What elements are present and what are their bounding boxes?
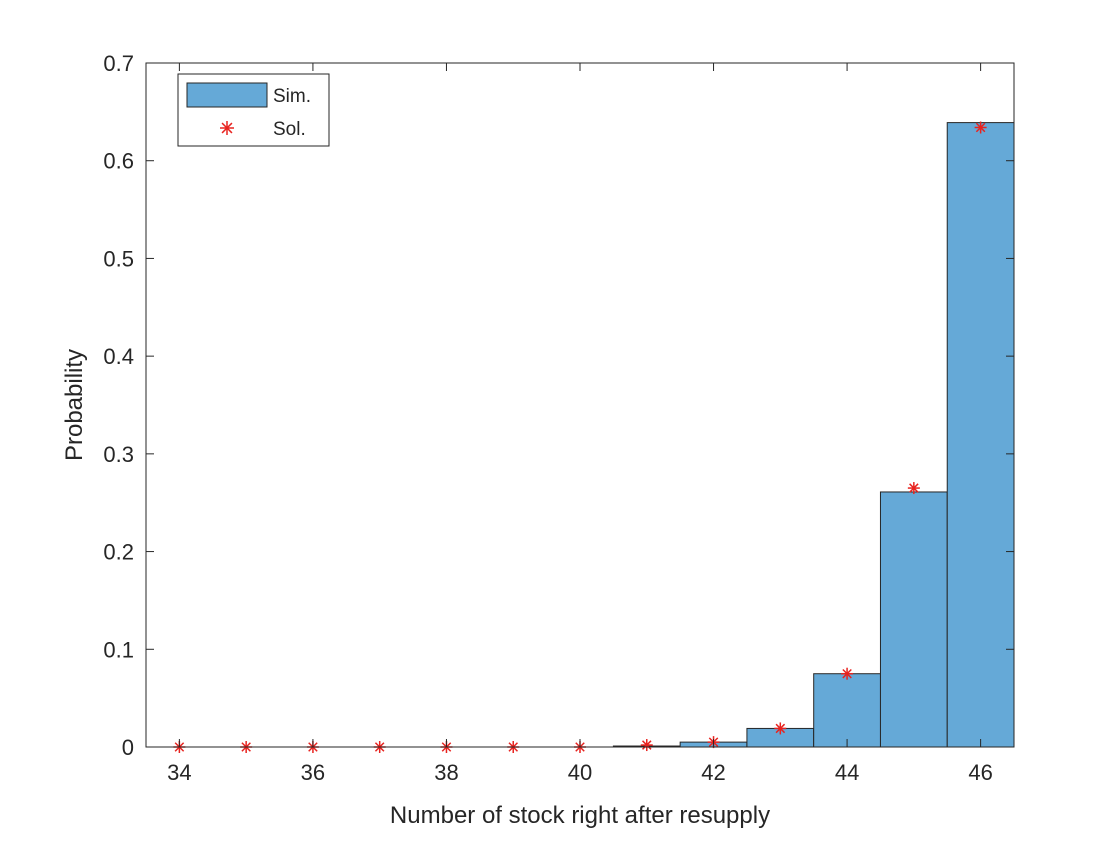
sol-marker-44 [841, 667, 854, 680]
sol-marker-41 [640, 739, 653, 752]
ticks-layer: 34 36 38 40 42 44 46 0 0.1 0.2 0.3 0.4 0.5 0.6 0.7 [103, 51, 1014, 785]
x-axis-label: Number of stock right after resupply [390, 802, 770, 829]
x-tick-label: 46 [968, 760, 992, 785]
x-tick-label: 36 [301, 760, 325, 785]
y-tick-label: 0.4 [103, 344, 134, 369]
markers-layer [173, 121, 987, 753]
x-tick-label: 40 [568, 760, 592, 785]
bars-layer [612, 122, 1015, 748]
legend-label-sim: Sim. [273, 86, 311, 107]
y-tick-label: 0.7 [103, 51, 134, 76]
x-tick-label: 38 [434, 760, 458, 785]
legend-marker-sol [220, 121, 234, 135]
sol-marker-45 [907, 482, 920, 495]
sim-bar-46 [946, 122, 1015, 748]
y-tick-label: 0.6 [103, 149, 134, 174]
y-tick-label: 0 [122, 735, 134, 760]
y-tick-label: 0.2 [103, 540, 134, 565]
sol-marker-46 [974, 121, 987, 134]
sim-bar-44 [813, 673, 881, 748]
y-tick-label: 0.5 [103, 246, 134, 271]
y-tick-label: 0.1 [103, 637, 134, 662]
legend-asterisk-icon [220, 121, 234, 135]
legend-swatch-sim [186, 82, 268, 108]
sol-marker-43 [774, 722, 787, 735]
x-tick-label: 42 [701, 760, 725, 785]
x-tick-label: 34 [167, 760, 191, 785]
legend-label-sol: Sol. [273, 119, 306, 140]
y-axis-label: Probability [61, 349, 88, 461]
x-tick-label: 44 [835, 760, 859, 785]
y-tick-label: 0.3 [103, 442, 134, 467]
sim-bar-45 [879, 491, 948, 748]
legend: Sim. Sol. [177, 73, 330, 147]
